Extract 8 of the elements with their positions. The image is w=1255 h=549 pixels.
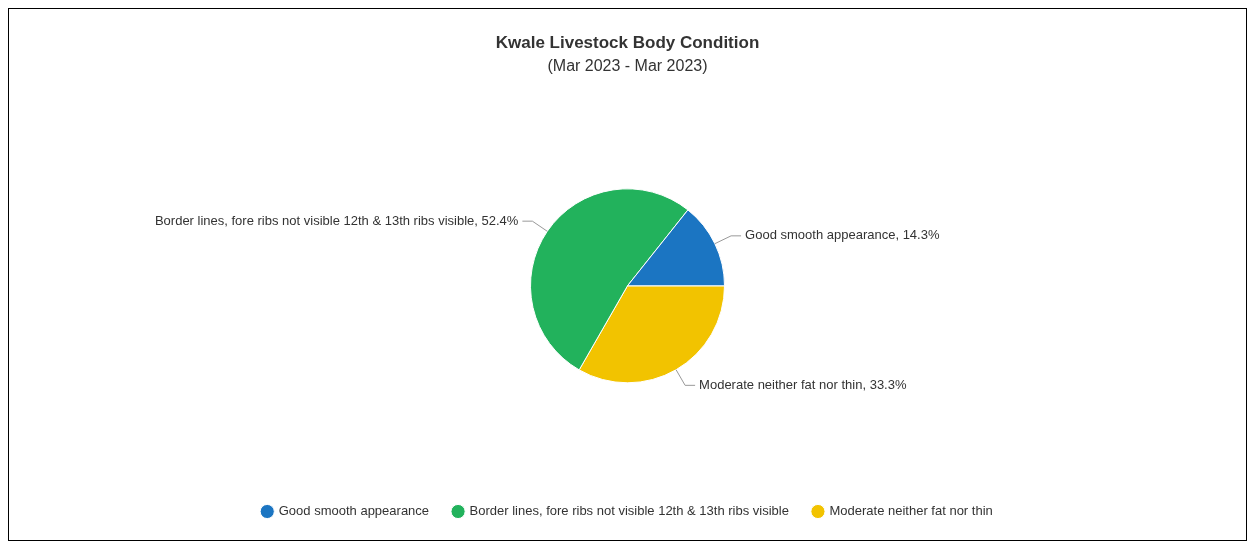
data-label: Good smooth appearance, 14.3% xyxy=(745,227,940,243)
data-label: Moderate neither fat nor thin, 33.3% xyxy=(699,376,907,392)
chart-title: Kwale Livestock Body Condition xyxy=(495,32,760,52)
chart-subtitle: (Mar 2023 - Mar 2023) xyxy=(547,57,708,75)
legend-label: Good smooth appearance xyxy=(278,503,430,519)
data-label: Border lines, fore ribs not visible 12th & 13th ribs visible, 52.4% xyxy=(154,212,519,228)
legend-label: Border lines, fore ribs not visible 12th & 13th ribs visible xyxy=(469,503,789,519)
legend-label: Moderate neither fat nor thin xyxy=(829,503,993,519)
